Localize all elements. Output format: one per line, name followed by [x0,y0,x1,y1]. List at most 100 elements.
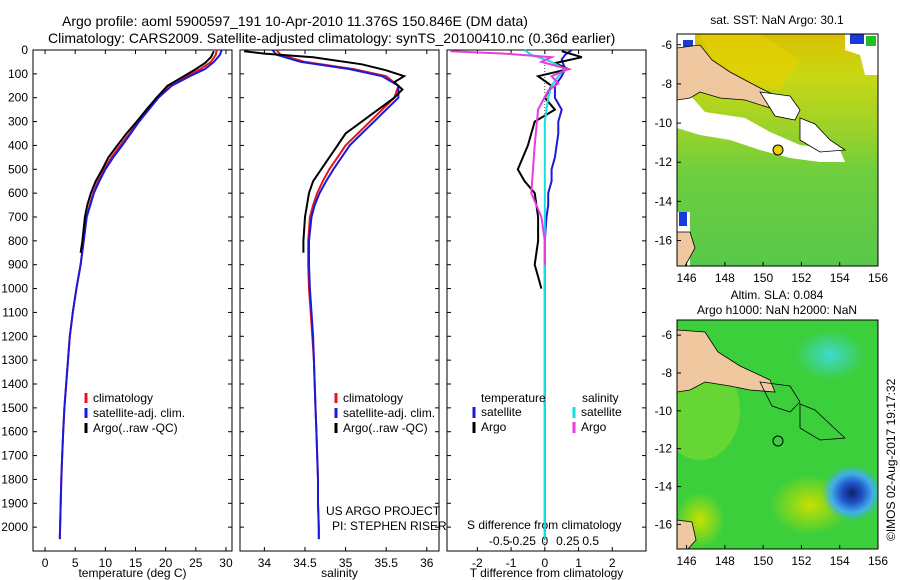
sla-land-australia [677,519,697,549]
sla-lon-label: 154 [830,554,850,568]
temp-legend-label: satellite-adj. clim. [93,406,185,420]
imos-timestamp: ©IMOS 02-Aug-2017 19:17:32 [884,378,898,541]
depth-tick-label: 1600 [1,425,28,439]
temp-xtick-label: 25 [189,556,203,570]
difference-panel: -2 -1 0 1 2T difference from climatology -0.5… [446,49,647,580]
depth-tick-label: 1300 [1,353,28,367]
sal-series-satellite-adj-clim- [271,49,400,540]
depth-tick-label: 1700 [1,449,28,463]
temperature-panel: 0100200300400500600700800900100011001200… [1,43,233,580]
sla-map-frame [676,319,879,550]
sla-lat-label: -6 [661,328,672,342]
sla-lat-label: -16 [655,517,673,531]
temp-frame [32,49,233,552]
sla-islands-1 [759,381,801,413]
sla-lat-label: -12 [655,442,673,456]
sal-legend-label: satellite-adj. clim. [343,406,435,420]
sst-ticks: 146 148 150 152 154 156 -6 -8 -10 -12 -14 -16 [655,38,889,285]
sal-series-climatology [275,49,400,540]
diff-xtick-label: 1 [575,556,582,570]
sal-xtick-label: 35 [339,556,353,570]
diff-legend-label: Argo [581,420,607,434]
depth-tick-label: 200 [8,91,28,105]
sst-islands-2 [799,117,847,153]
temp-series-argo-raw-qc- [79,50,215,253]
temp-xtick-label: 0 [42,556,49,570]
depth-tick-label: 1500 [1,401,28,415]
temp-xtick-label: 15 [129,556,143,570]
depth-tick-label: 100 [8,67,28,81]
sla-argo-position [772,435,784,447]
temp-xtick-label: 5 [72,556,79,570]
sst-map-frame [676,33,879,267]
diff-xtick-label: -2 [472,556,483,570]
diff-top-tick-label: 0.5 [582,534,599,548]
sla-islands-2 [799,403,846,441]
sal-legend-label: climatology [343,391,403,405]
depth-tick-label: 800 [8,234,28,248]
sst-cold-pixels-3 [679,212,687,226]
diff-series-temperature-satellite [543,49,573,540]
sst-lon-label: 154 [830,271,850,285]
sla-lon-label: 148 [715,554,735,568]
temp-xtick-label: 10 [99,556,113,570]
depth-tick-label: 1100 [2,305,28,319]
depth-tick-label: 700 [8,210,28,224]
sst-lat-label: -14 [655,194,673,208]
diff-top-tick-label: -0.25 [509,534,537,548]
sst-lat-label: -16 [655,234,673,248]
sst-lon-label: 150 [753,271,773,285]
diff-legend-label: satellite [481,405,522,419]
temp-series-satellite-adj-clim- [58,49,223,540]
sal-series-argo-raw-qc- [243,50,407,253]
sal-xtick-label: 34 [258,556,272,570]
temp-xlabel: temperature (deg C) [78,566,186,580]
depth-tick-label: 300 [8,115,28,129]
temp-xtick-label: 20 [159,556,173,570]
depth-tick-label: 1200 [1,329,28,343]
sst-green-pixel [866,36,876,46]
diff-series-temperature-argo [516,50,583,289]
sla-lon-label: 156 [868,554,888,568]
depth-tick-label: 0 [21,43,28,57]
sal-xlabel: salinity [321,566,358,580]
diff-top-tick-label: -0.5 [489,534,510,548]
sla-map-title-line2: Argo h1000: NaN h2000: NaN [697,303,857,317]
depth-tick-label: 2000 [1,520,28,534]
sla-map-title-line1: Altim. SLA: 0.084 [731,288,824,302]
sst-missing-band [677,95,845,162]
sal-xtick-label: 35.5 [375,556,399,570]
sst-lon-label: 152 [791,271,811,285]
temp-xtick-label: 30 [219,556,233,570]
diff-legend-label: satellite [581,405,622,419]
sla-land-new-guinea [677,329,776,393]
sal-legend-label: Argo(..raw -QC) [343,421,428,435]
sst-cold-pixels-2 [850,34,864,44]
diff-series-salinity-argo [450,50,572,265]
diff-xlabel: T difference from climatology [470,566,624,580]
diff-legend-label: Argo [481,420,507,434]
diff-top-tick-label: 0 [541,534,548,548]
diff-top-tick-label: 0.25 [556,534,580,548]
diff-xtick-label: -1 [506,556,517,570]
sst-lon-label: 146 [677,271,697,285]
sla-cyan-eddy [795,330,865,380]
sst-lon-label: 156 [868,271,888,285]
diff-legend-group-temperature: temperature [481,391,546,405]
diff-legend-group-salinity: salinity [582,391,619,405]
diff-frame [446,49,647,552]
sst-lon-label: 148 [715,271,735,285]
sst-lat-label: -10 [655,116,673,130]
sla-ticks: 146 148 150 152 154 156 -6 -8 -10 -12 -14 -16 [655,328,889,568]
sla-lat-label: -10 [655,404,673,418]
sla-lon-label: 150 [753,554,773,568]
depth-tick-label: 1900 [1,496,28,510]
figure-title-line2: Climatology: CARS2009. Satellite-adjuste… [48,30,616,46]
project-line2: PI: STEPHEN RISER [332,519,447,533]
diff-series-salinity-satellite [524,49,567,540]
sla-blue-eddy [822,465,878,521]
project-line1: US ARGO PROJECT [326,504,441,518]
sst-lat-label: -12 [655,155,673,169]
depth-tick-label: 1400 [1,377,28,391]
